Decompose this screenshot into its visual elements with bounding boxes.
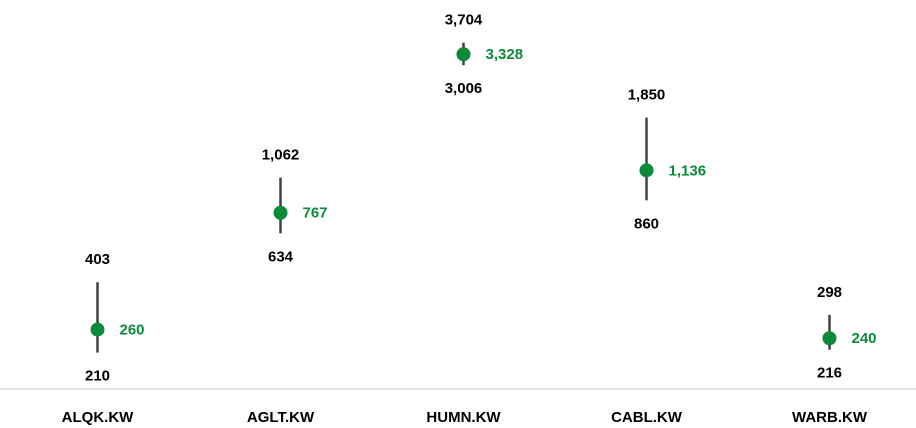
high-label: 1,062 — [262, 147, 300, 164]
current-dot — [273, 205, 288, 220]
x-tick-label: CABL.KW — [611, 409, 683, 426]
high-label: 298 — [817, 284, 842, 301]
low-label: 3,006 — [445, 80, 483, 97]
current-label: 260 — [120, 322, 145, 339]
x-tick-label: HUMN.KW — [426, 409, 501, 426]
low-label: 210 — [85, 368, 110, 385]
current-dot — [639, 163, 654, 178]
current-label: 240 — [852, 330, 877, 347]
x-tick-label: AGLT.KW — [247, 409, 315, 426]
low-label: 860 — [634, 215, 659, 232]
low-label: 634 — [268, 248, 294, 265]
low-label: 216 — [817, 365, 842, 382]
current-dot — [822, 331, 837, 346]
x-tick-label: ALQK.KW — [62, 409, 134, 426]
current-dot — [456, 47, 471, 62]
current-label: 3,328 — [486, 46, 524, 63]
current-label: 767 — [303, 205, 328, 222]
high-label: 1,850 — [628, 87, 666, 104]
current-label: 1,136 — [669, 162, 707, 179]
x-tick-label: WARB.KW — [792, 409, 868, 426]
high-label: 3,704 — [445, 12, 483, 29]
current-dot — [90, 322, 105, 337]
high-label: 403 — [85, 251, 110, 268]
